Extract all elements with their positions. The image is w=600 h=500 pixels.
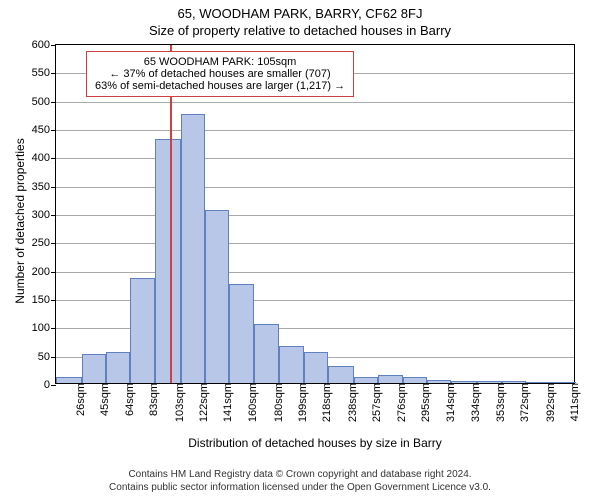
histogram-bar xyxy=(552,382,576,383)
y-tick-label: 450 xyxy=(32,124,56,136)
y-tick-label: 350 xyxy=(32,181,56,193)
x-tick-label: 122sqm xyxy=(192,383,210,422)
x-tick-label: 45sqm xyxy=(93,383,111,416)
histogram-bar xyxy=(56,377,82,383)
annotation-line: 65 WOODHAM PARK: 105sqm xyxy=(95,56,345,68)
histogram-bar xyxy=(130,278,154,383)
x-tick-label: 257sqm xyxy=(365,383,383,422)
histogram-bar xyxy=(304,352,328,383)
histogram-bar xyxy=(526,382,552,383)
grid-line xyxy=(56,102,574,103)
x-tick-label: 372sqm xyxy=(513,383,531,422)
y-tick-label: 300 xyxy=(32,209,56,221)
x-tick-label: 314sqm xyxy=(439,383,457,422)
attribution-line-2: Contains public sector information licen… xyxy=(0,481,600,494)
chart-title: 65, WOODHAM PARK, BARRY, CF62 8FJ xyxy=(0,0,600,21)
histogram-bar xyxy=(451,381,477,383)
y-tick-label: 400 xyxy=(32,152,56,164)
x-tick-label: 411sqm xyxy=(563,383,581,421)
x-tick-label: 238sqm xyxy=(341,383,359,422)
x-tick-label: 83sqm xyxy=(142,383,160,416)
y-tick-label: 0 xyxy=(44,379,56,391)
x-tick-label: 295sqm xyxy=(414,383,432,422)
x-tick-label: 353sqm xyxy=(489,383,507,422)
x-tick-label: 160sqm xyxy=(241,383,259,422)
plot-area: 05010015020025030035040045050055060026sq… xyxy=(55,44,575,384)
grid-line xyxy=(56,243,574,244)
histogram-bar xyxy=(477,381,501,383)
x-tick-label: 64sqm xyxy=(118,383,136,416)
x-tick-label: 334sqm xyxy=(464,383,482,422)
x-tick-label: 218sqm xyxy=(315,383,333,422)
chart-subtitle: Size of property relative to detached ho… xyxy=(0,21,600,42)
histogram-bar xyxy=(205,210,229,383)
y-tick-label: 50 xyxy=(38,351,56,363)
histogram-bar xyxy=(403,377,427,383)
y-tick-label: 250 xyxy=(32,237,56,249)
histogram-bar xyxy=(155,139,181,383)
histogram-bar xyxy=(229,284,253,383)
x-tick-label: 26sqm xyxy=(69,383,87,416)
x-tick-label: 180sqm xyxy=(267,383,285,422)
x-tick-label: 392sqm xyxy=(539,383,557,422)
attribution: Contains HM Land Registry data © Crown c… xyxy=(0,468,600,494)
y-tick-label: 600 xyxy=(32,39,56,51)
grid-line xyxy=(56,272,574,273)
y-axis-label: Number of detached properties xyxy=(13,131,27,311)
histogram-bar xyxy=(279,346,303,383)
histogram-chart: 65, WOODHAM PARK, BARRY, CF62 8FJ Size o… xyxy=(0,0,600,500)
histogram-bar xyxy=(502,381,526,383)
annotation-line: ← 37% of detached houses are smaller (70… xyxy=(95,68,345,80)
y-tick-label: 200 xyxy=(32,266,56,278)
x-tick-label: 199sqm xyxy=(291,383,309,422)
histogram-bar xyxy=(82,354,106,383)
y-tick-label: 550 xyxy=(32,67,56,79)
x-axis-label: Distribution of detached houses by size … xyxy=(55,436,575,450)
histogram-bar xyxy=(181,114,205,383)
y-tick-label: 500 xyxy=(32,96,56,108)
grid-line xyxy=(56,130,574,131)
histogram-bar xyxy=(106,352,130,383)
x-tick-label: 103sqm xyxy=(168,383,186,422)
x-tick-label: 141sqm xyxy=(216,383,234,422)
histogram-bar xyxy=(354,377,378,383)
grid-line xyxy=(56,215,574,216)
histogram-bar xyxy=(427,380,451,383)
x-tick-label: 276sqm xyxy=(390,383,408,422)
annotation-box: 65 WOODHAM PARK: 105sqm← 37% of detached… xyxy=(86,51,354,97)
y-tick-label: 150 xyxy=(32,294,56,306)
attribution-line-1: Contains HM Land Registry data © Crown c… xyxy=(0,468,600,481)
histogram-bar xyxy=(328,366,354,383)
annotation-line: 63% of semi-detached houses are larger (… xyxy=(95,80,345,92)
y-tick-label: 100 xyxy=(32,322,56,334)
histogram-bar xyxy=(378,375,402,384)
histogram-bar xyxy=(254,324,280,384)
grid-line xyxy=(56,187,574,188)
grid-line xyxy=(56,158,574,159)
